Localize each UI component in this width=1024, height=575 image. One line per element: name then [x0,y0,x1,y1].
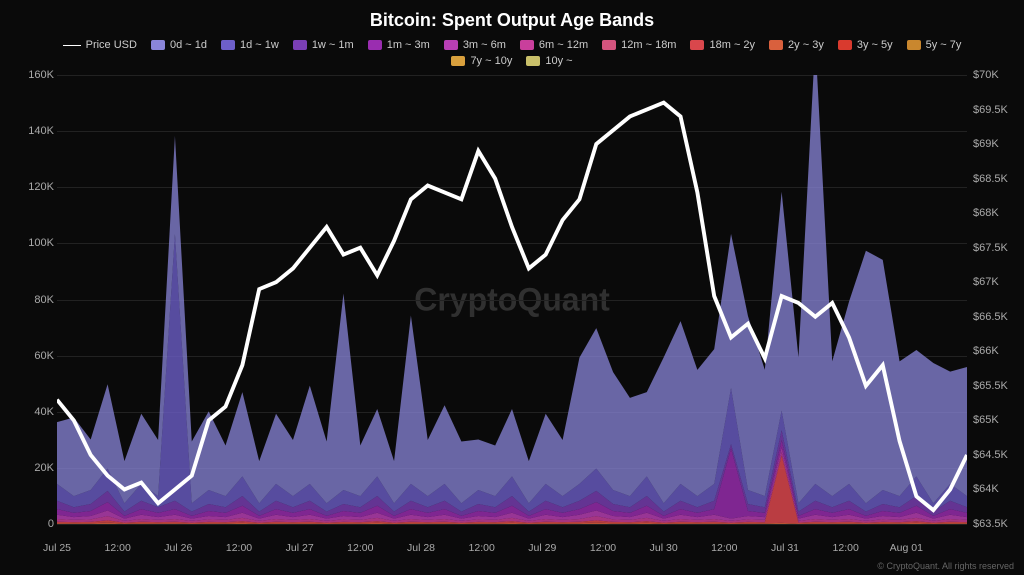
x-tick: 12:00 [833,542,859,554]
x-tick: Jul 30 [650,542,678,554]
y-left-tick: 120K [12,181,54,193]
legend-label: 1m ~ 3m [387,39,430,51]
legend-label: 12m ~ 18m [621,39,676,51]
legend-item[interactable]: 12m ~ 18m [602,39,676,51]
copyright: © CryptoQuant. All rights reserved [877,561,1014,571]
y-left-tick: 160K [12,69,54,81]
legend-line-icon [63,45,81,46]
y-right-tick: $66.5K [973,311,1015,323]
y-right-tick: $65.5K [973,380,1015,392]
legend-item[interactable]: 0d ~ 1d [151,39,207,51]
legend-item[interactable]: 3m ~ 6m [444,39,506,51]
legend-label: 1w ~ 1m [312,39,354,51]
legend-swatch-icon [907,40,921,50]
legend-label: 3y ~ 5y [857,39,893,51]
y-right-tick: $63.5K [973,518,1015,530]
x-tick: 12:00 [469,542,495,554]
legend-item[interactable]: 7y ~ 10y [451,55,512,67]
x-tick: Jul 25 [43,542,71,554]
legend-label: 2y ~ 3y [788,39,824,51]
chart-container: Bitcoin: Spent Output Age Bands Price US… [0,0,1024,575]
legend-label: Price USD [86,39,137,51]
legend-swatch-icon [293,40,307,50]
y-right-tick: $68K [973,207,1015,219]
y-right-tick: $66K [973,345,1015,357]
x-tick: 12:00 [590,542,616,554]
y-right-tick: $64.5K [973,449,1015,461]
y-right-tick: $68.5K [973,173,1015,185]
y-right-tick: $69.5K [973,104,1015,116]
legend-swatch-icon [444,40,458,50]
legend-label: 3m ~ 6m [463,39,506,51]
y-right-tick: $69K [973,138,1015,150]
x-tick: 12:00 [347,542,373,554]
legend-swatch-icon [526,56,540,66]
x-tick: 12:00 [105,542,131,554]
y-right-tick: $67.5K [973,242,1015,254]
legend-swatch-icon [151,40,165,50]
legend-swatch-icon [368,40,382,50]
y-axis-left: 020K40K60K80K100K120K140K160K [12,75,54,524]
legend-swatch-icon [221,40,235,50]
legend-item[interactable]: 1w ~ 1m [293,39,354,51]
legend-swatch-icon [690,40,704,50]
y-left-tick: 100K [12,237,54,249]
y-left-tick: 140K [12,125,54,137]
plot-svg [57,75,967,524]
legend-label: 10y ~ [545,55,572,67]
legend-item[interactable]: 5y ~ 7y [907,39,962,51]
chart-title: Bitcoin: Spent Output Age Bands [12,10,1012,31]
x-tick: 12:00 [711,542,737,554]
y-axis-right: $63.5K$64K$64.5K$65K$65.5K$66K$66.5K$67K… [973,75,1015,524]
legend-item[interactable]: 6m ~ 12m [520,39,588,51]
y-left-tick: 0 [12,518,54,530]
x-tick: Jul 28 [407,542,435,554]
y-right-tick: $67K [973,276,1015,288]
plot-area: CryptoQuant 020K40K60K80K100K120K140K160… [57,75,967,524]
legend-label: 6m ~ 12m [539,39,588,51]
x-tick: Jul 27 [286,542,314,554]
legend-label: 1d ~ 1w [240,39,279,51]
y-left-tick: 40K [12,406,54,418]
x-tick: Jul 26 [164,542,192,554]
legend-item[interactable]: 10y ~ [526,55,572,67]
legend-swatch-icon [769,40,783,50]
age-band-area [57,75,967,503]
legend: Price USD 0d ~ 1d 1d ~ 1w 1w ~ 1m 1m ~ 3m 3m … [12,39,1012,67]
y-left-tick: 60K [12,350,54,362]
legend-item[interactable]: Price USD [63,39,137,51]
legend-item[interactable]: 1m ~ 3m [368,39,430,51]
x-tick: Aug 01 [890,542,923,554]
legend-item[interactable]: 2y ~ 3y [769,39,824,51]
legend-item[interactable]: 1d ~ 1w [221,39,279,51]
legend-swatch-icon [602,40,616,50]
legend-item[interactable]: 3y ~ 5y [838,39,893,51]
y-right-tick: $70K [973,69,1015,81]
y-left-tick: 80K [12,294,54,306]
x-tick: Jul 31 [771,542,799,554]
x-tick: 12:00 [226,542,252,554]
legend-label: 7y ~ 10y [470,55,512,67]
legend-label: 0d ~ 1d [170,39,207,51]
y-right-tick: $65K [973,414,1015,426]
legend-label: 5y ~ 7y [926,39,962,51]
legend-swatch-icon [451,56,465,66]
legend-swatch-icon [838,40,852,50]
legend-swatch-icon [520,40,534,50]
legend-item[interactable]: 18m ~ 2y [690,39,755,51]
y-left-tick: 20K [12,462,54,474]
legend-label: 18m ~ 2y [709,39,755,51]
y-right-tick: $64K [973,483,1015,495]
x-tick: Jul 29 [528,542,556,554]
